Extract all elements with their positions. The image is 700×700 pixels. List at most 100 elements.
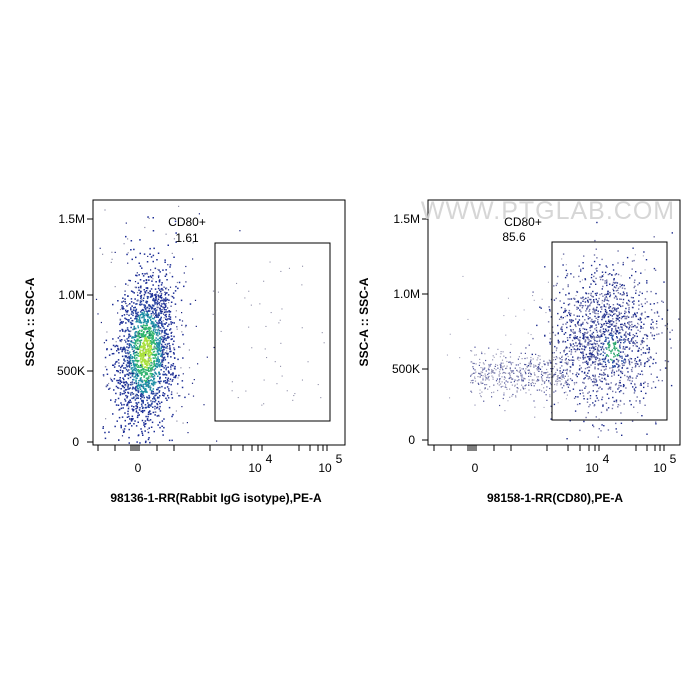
- scatter-point: [577, 338, 579, 340]
- scatter-point: [143, 295, 145, 297]
- scatter-point: [574, 324, 576, 326]
- scatter-point: [585, 297, 587, 300]
- scatter-point: [118, 362, 120, 364]
- scatter-point: [632, 334, 634, 336]
- scatter-point: [520, 375, 522, 377]
- scatter-point: [138, 384, 141, 387]
- scatter-point: [652, 321, 654, 323]
- scatter-point: [597, 347, 599, 349]
- scatter-point: [514, 367, 516, 369]
- scatter-point: [150, 348, 152, 350]
- scatter-point: [615, 284, 618, 287]
- scatter-point: [583, 378, 585, 380]
- scatter-point: [159, 271, 161, 273]
- scatter-point: [147, 255, 149, 257]
- scatter-point: [137, 314, 139, 316]
- scatter-point: [169, 264, 172, 266]
- scatter-point: [127, 295, 129, 297]
- scatter-point: [158, 359, 161, 361]
- scatter-point: [604, 282, 606, 284]
- scatter-point: [150, 256, 153, 258]
- scatter-point: [590, 353, 592, 355]
- scatter-point: [598, 345, 600, 347]
- scatter-point: [631, 316, 633, 318]
- scatter-point: [263, 403, 265, 405]
- scatter-point: [483, 363, 485, 365]
- scatter-point: [635, 345, 637, 347]
- x-tick-label: 10: [585, 461, 599, 475]
- scatter-point: [136, 386, 139, 388]
- scatter-point: [500, 367, 502, 369]
- scatter-point: [619, 356, 621, 358]
- scatter-point: [158, 364, 160, 367]
- scatter-point: [137, 372, 139, 375]
- scatter-point: [154, 301, 156, 303]
- scatter-point: [136, 313, 138, 316]
- scatter-point: [472, 368, 475, 370]
- scatter-point: [125, 364, 128, 366]
- scatter-point: [141, 411, 144, 414]
- scatter-point: [147, 428, 149, 430]
- scatter-point: [132, 418, 134, 420]
- scatter-point: [135, 365, 137, 367]
- scatter-point: [511, 395, 513, 397]
- scatter-point: [169, 316, 172, 318]
- scatter-point: [629, 379, 631, 382]
- scatter-point: [594, 366, 596, 368]
- scatter-point: [608, 326, 610, 328]
- scatter-point: [626, 292, 628, 294]
- scatter-point: [608, 345, 610, 347]
- scatter-point: [165, 299, 168, 301]
- scatter-point: [486, 384, 488, 386]
- scatter-point: [587, 372, 589, 374]
- scatter-point: [566, 364, 568, 366]
- scatter-point: [169, 329, 171, 331]
- scatter-point: [488, 347, 490, 349]
- scatter-point: [583, 255, 585, 257]
- scatter-point: [535, 365, 537, 367]
- scatter-point: [555, 356, 558, 358]
- scatter-point: [614, 295, 617, 297]
- scatter-point: [569, 369, 571, 372]
- scatter-point: [131, 381, 134, 383]
- scatter-point: [119, 319, 122, 321]
- scatter-point: [175, 285, 177, 288]
- scatter-point: [153, 294, 156, 296]
- scatter-point: [586, 332, 588, 334]
- scatter-point: [608, 334, 610, 336]
- scatter-point: [153, 364, 155, 366]
- scatter-point: [161, 322, 163, 324]
- scatter-point: [127, 423, 130, 425]
- scatter-point: [634, 324, 636, 327]
- scatter-point: [578, 348, 581, 351]
- scatter-point: [569, 366, 571, 368]
- scatter-point: [158, 320, 160, 322]
- scatter-point: [169, 328, 172, 330]
- scatter-point: [639, 317, 641, 319]
- scatter-point: [142, 315, 145, 318]
- scatter-point: [149, 310, 151, 312]
- scatter-point: [140, 325, 142, 327]
- scatter-point: [523, 377, 525, 379]
- scatter-point: [585, 310, 587, 312]
- scatter-point: [147, 316, 149, 318]
- plot-frame: [92, 199, 346, 446]
- scatter-point: [522, 386, 524, 388]
- scatter-point: [615, 362, 618, 365]
- scatter-point: [142, 325, 144, 327]
- scatter-point: [581, 343, 583, 345]
- scatter-point: [561, 374, 563, 376]
- scatter-point: [623, 361, 625, 364]
- scatter-point: [608, 387, 611, 389]
- scatter-point: [153, 357, 155, 360]
- scatter-point: [156, 259, 158, 261]
- scatter-point: [139, 353, 141, 355]
- scatter-point: [616, 315, 619, 317]
- scatter-point: [611, 375, 613, 377]
- scatter-point: [598, 358, 601, 360]
- scatter-point: [509, 377, 511, 379]
- scatter-point: [117, 370, 119, 373]
- scatter-point: [173, 238, 175, 240]
- scatter-point: [121, 393, 124, 395]
- scatter-point: [123, 382, 125, 384]
